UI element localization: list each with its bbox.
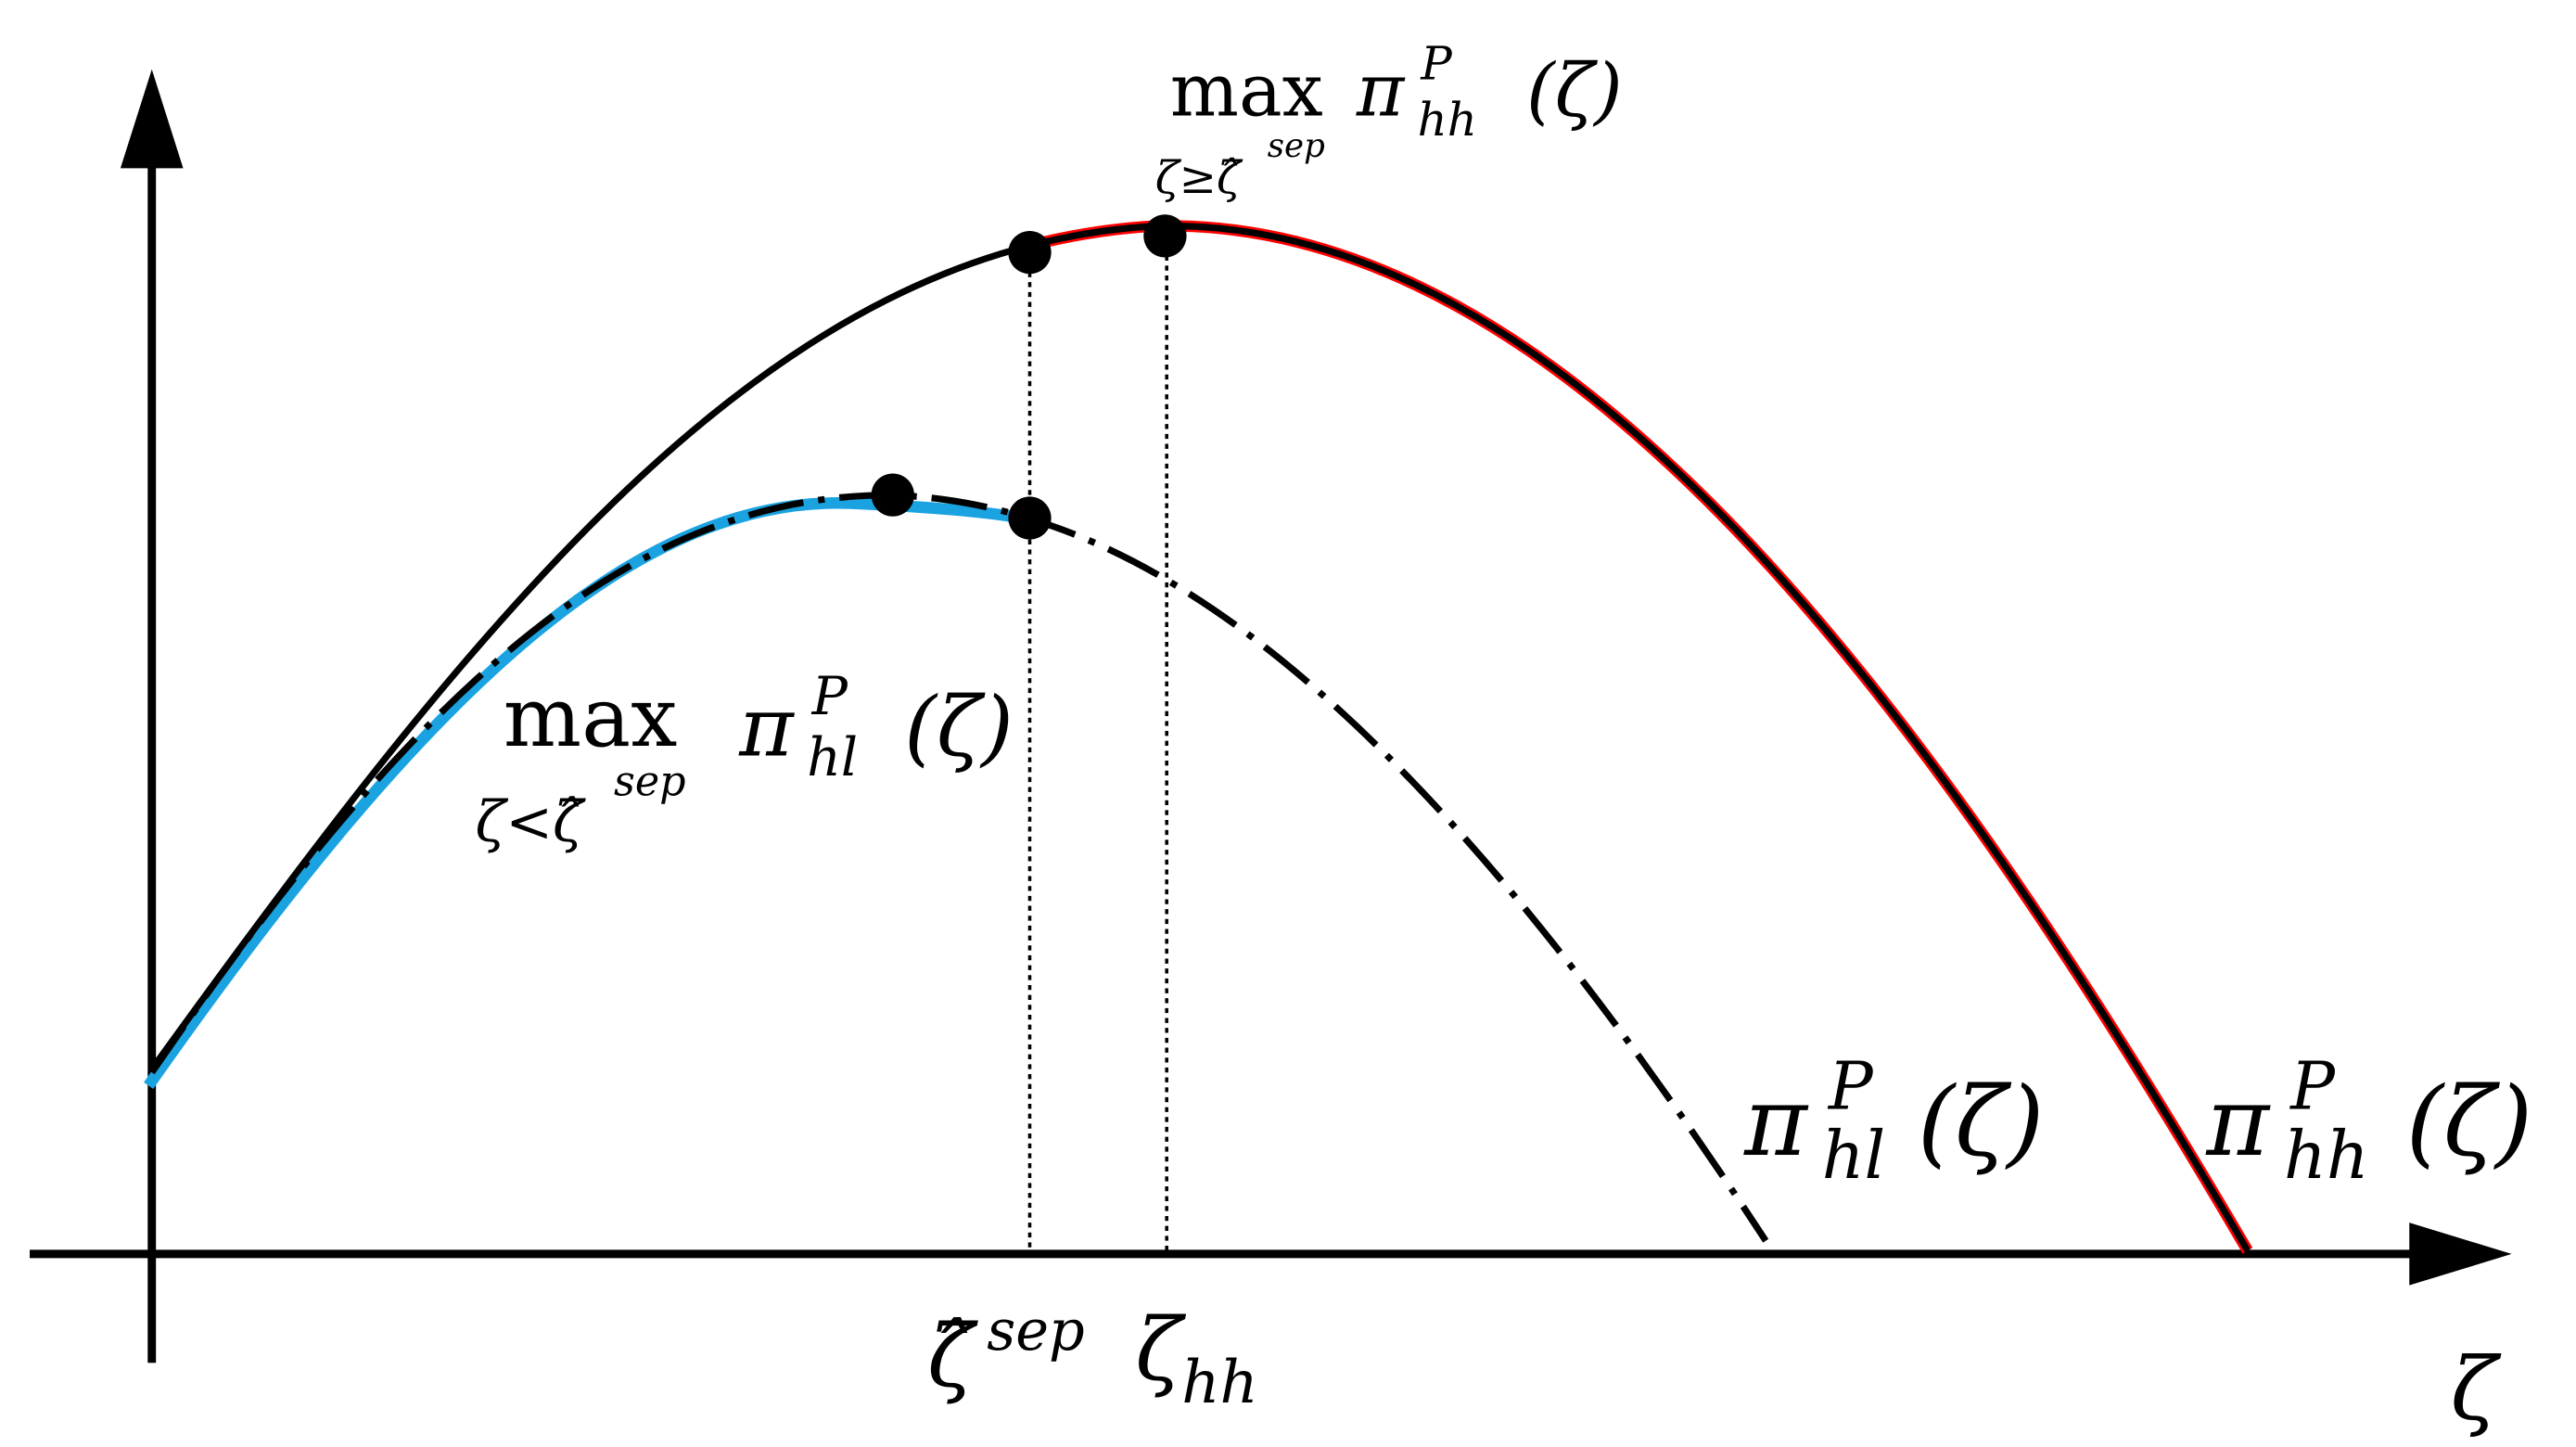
svg-text:hl: hl [1822, 1117, 1886, 1194]
x-axis-label: ζ [2451, 1339, 2502, 1440]
svg-text:ζ: ζ [1135, 1300, 1186, 1400]
marker-hh-at-zeta-hat-sep [1008, 231, 1052, 275]
svg-text:π: π [738, 679, 795, 775]
marker-hl-at-zeta-hat-sep [1008, 496, 1052, 540]
label-max-hh: max ζ≥ζ̂ sep π P hh (ζ) [1155, 36, 1623, 204]
svg-text:P: P [1420, 36, 1453, 90]
tick-zeta-hat-sep: ζ̂ sep [927, 1299, 1085, 1406]
svg-text:sep: sep [987, 1299, 1085, 1364]
tick-zeta-hh: ζ hh [1135, 1300, 1257, 1417]
x-axis-arrowhead [2409, 1223, 2512, 1286]
svg-text:sep: sep [1268, 127, 1325, 165]
svg-text:(ζ): (ζ) [904, 679, 1014, 775]
y-axis-arrowhead [120, 69, 184, 169]
label-curve-hh: π P hh (ζ) [2205, 1047, 2532, 1194]
svg-text:(ζ): (ζ) [1918, 1067, 2044, 1178]
svg-text:sep: sep [614, 758, 686, 805]
svg-text:ζ≥ζ̂: ζ≥ζ̂ [1155, 152, 1243, 204]
svg-text:P: P [2289, 1047, 2336, 1124]
svg-text:(ζ): (ζ) [1526, 49, 1623, 134]
svg-text:π: π [1743, 1067, 1809, 1178]
svg-text:hh: hh [2284, 1117, 2369, 1194]
svg-text:(ζ): (ζ) [2406, 1067, 2532, 1178]
marker-hl-peak [871, 473, 914, 517]
label-max-hl: max ζ<ζ̂ sep π P hl (ζ) [476, 666, 1014, 855]
svg-text:hh: hh [1418, 93, 1477, 147]
svg-text:P: P [1827, 1047, 1874, 1124]
svg-text:ζ<ζ̂: ζ<ζ̂ [476, 790, 586, 855]
svg-text:max: max [504, 669, 678, 765]
svg-text:π: π [2205, 1067, 2271, 1178]
curve-pi-hl [148, 492, 1769, 1243]
marker-hh-peak [1143, 214, 1187, 258]
svg-text:max: max [1170, 49, 1323, 134]
svg-text:π: π [1356, 49, 1406, 134]
svg-text:ζ̂: ζ̂ [927, 1306, 978, 1406]
svg-text:hh: hh [1181, 1349, 1258, 1417]
svg-text:hl: hl [807, 727, 858, 788]
svg-text:P: P [811, 666, 849, 727]
label-curve-hl: π P hl (ζ) [1743, 1047, 2044, 1194]
